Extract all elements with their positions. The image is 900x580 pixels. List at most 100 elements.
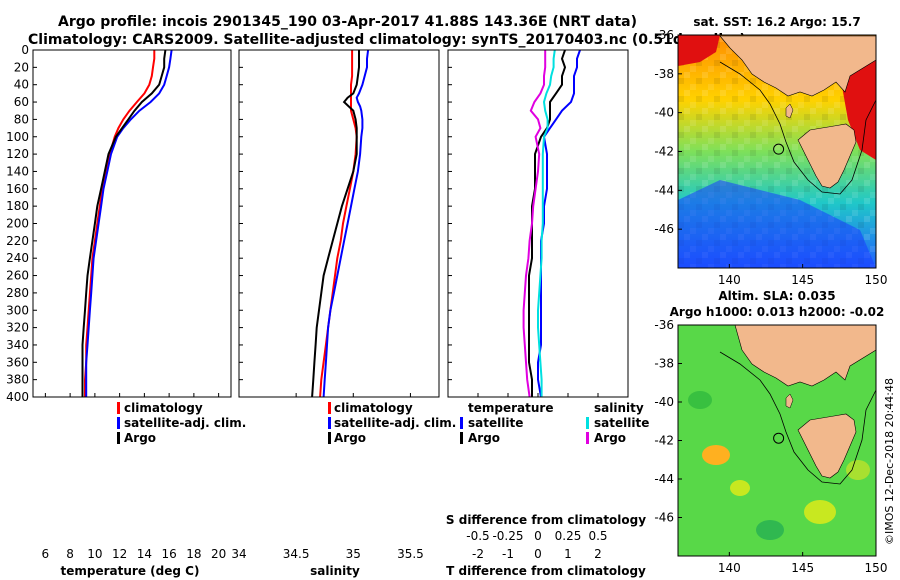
depth-tick-label: 40 — [14, 78, 29, 92]
lon-tick-label: 145 — [791, 273, 814, 287]
legend-label-argo: Argo — [124, 431, 156, 445]
salinity-tick-label: 35 — [346, 547, 361, 561]
sst-depth-contour — [719, 61, 876, 195]
s-difference-axis: -0.5 -0.25 0 0.25 0.5 — [466, 529, 607, 543]
t-difference-tick-label: -2 — [472, 547, 484, 561]
depth-tick-label: 340 — [6, 338, 29, 352]
depth-tick-label: 320 — [6, 321, 29, 335]
lon-tick-label: 140 — [718, 273, 741, 287]
s-difference-tick-label: 0 — [534, 529, 542, 543]
lat-tick-label: -38 — [654, 357, 674, 371]
temperature-tick-label: 20 — [211, 547, 226, 561]
depth-tick-label: 240 — [6, 251, 29, 265]
temperature-legend: climatology satellite-adj. clim. Argo — [117, 401, 246, 445]
lat-tick-label: -36 — [654, 318, 674, 332]
series-line-climatology — [319, 50, 358, 397]
depth-tick-label: 200 — [6, 217, 29, 231]
difference-x-axis: -2 -1 0 1 2 — [472, 393, 602, 561]
depth-tick-label: 220 — [6, 234, 29, 248]
sla-anomaly-mid — [730, 480, 750, 496]
series-line-argo — [81, 50, 167, 397]
lat-tick-label: -42 — [654, 434, 674, 448]
sst-cold-patch-south — [678, 180, 876, 268]
temperature-tick-label: 6 — [42, 547, 50, 561]
lat-tick-label: -46 — [654, 222, 674, 236]
sla-map-subtitle: Argo h1000: 0.013 h2000: -0.02 — [670, 305, 885, 319]
sst-warm-patch-west — [678, 35, 720, 66]
imos-credit: ©IMOS 12-Dec-2018 20:44:48 — [883, 378, 896, 545]
argo-float-marker — [773, 432, 785, 444]
figure-title-line2: Climatology: CARS2009. Satellite-adjuste… — [28, 32, 746, 48]
lat-tick-label: -42 — [654, 145, 674, 159]
salinity-legend: climatology satellite-adj. clim. Argo — [328, 401, 456, 445]
salinity-tick-label: 35.5 — [397, 547, 424, 561]
lon-tick-label: 140 — [718, 561, 741, 575]
lat-tick-label: -44 — [654, 183, 674, 197]
depth-tick-label: 80 — [14, 112, 29, 126]
temperature-tick-label: 8 — [66, 547, 74, 561]
series-line-s-satellite — [537, 50, 556, 397]
sla-map-axes: 140 145 150 -36 -38 -40 -42 -44 -46 — [654, 318, 887, 575]
sla-anomaly-high — [702, 445, 730, 465]
legend-swatch-climatology — [328, 402, 331, 414]
lat-tick-label: -44 — [654, 472, 674, 486]
series-line-satellite-adj-clim- — [85, 50, 173, 397]
legend-swatch-satellite-adj — [328, 417, 331, 429]
sla-anomaly-low — [756, 520, 784, 540]
legend-label-t-argo: Argo — [468, 431, 500, 445]
legend-label-climatology: climatology — [334, 401, 413, 415]
depth-tick-label: 400 — [6, 390, 29, 404]
sst-map-title: sat. SST: 16.2 Argo: 15.7 — [693, 15, 860, 29]
sst-warm-patch-east — [840, 60, 876, 160]
sla-map: Altim. SLA: 0.035 Argo h1000: 0.013 h200… — [654, 289, 887, 575]
temperature-tick-label: 18 — [186, 547, 201, 561]
depth-tick-label: 140 — [6, 164, 29, 178]
tasmania — [797, 413, 857, 479]
lon-tick-label: 145 — [791, 561, 814, 575]
depth-tick-label: 100 — [6, 130, 29, 144]
salinity-panel: 34 34.5 35 35.5 salinity climatology satell… — [231, 49, 456, 578]
temperature-x-axis: 6 8 10 12 14 16 18 20 — [42, 393, 226, 561]
series-line-satellite-adj-clim- — [322, 50, 370, 397]
sla-anomaly-low — [688, 391, 712, 409]
depth-tick-label: 180 — [6, 199, 29, 213]
salinity-tick-label: 34.5 — [283, 547, 310, 561]
t-difference-tick-label: 0 — [534, 547, 542, 561]
lat-tick-label: -40 — [654, 395, 674, 409]
salinity-x-axis: 34 34.5 35 35.5 — [231, 393, 424, 561]
legend-label-t-satellite: satellite — [468, 416, 523, 430]
sst-map-axes: 140 145 150 -36 -38 -40 -42 -44 -46 — [654, 28, 887, 287]
legend-label-s-argo: Argo — [594, 431, 626, 445]
s-difference-tick-label: -0.25 — [492, 529, 523, 543]
lon-tick-label: 150 — [865, 561, 888, 575]
depth-tick-label: 120 — [6, 147, 29, 161]
series-line-t-satellite — [537, 50, 581, 397]
salinity-series — [311, 50, 370, 397]
legend-swatch-t-satellite — [460, 417, 463, 429]
sla-map-title: Altim. SLA: 0.035 — [718, 289, 835, 303]
legend-swatch-s-argo — [586, 432, 589, 444]
king-island — [785, 103, 794, 119]
t-difference-tick-label: 1 — [564, 547, 572, 561]
t-difference-tick-label: -1 — [502, 547, 514, 561]
lon-tick-label: 150 — [865, 273, 888, 287]
legend-swatch-climatology — [117, 402, 120, 414]
depth-axis: 0 20 40 60 80 100 120 140 160 180 200 220 240 260 280 3… — [6, 43, 452, 404]
legend-title-temperature: temperature — [468, 401, 553, 415]
lat-tick-label: -46 — [654, 511, 674, 525]
temperature-tick-label: 10 — [87, 547, 102, 561]
sla-anomaly-mid — [846, 460, 870, 480]
s-difference-tick-label: -0.5 — [466, 529, 489, 543]
temperature-axes-frame — [32, 49, 232, 398]
temperature-xlabel: temperature (deg C) — [61, 564, 200, 578]
temperature-panel: 0 20 40 60 80 100 120 140 160 180 200 220 240 260 280 3… — [6, 43, 452, 578]
legend-swatch-satellite-adj — [117, 417, 120, 429]
mainland-australia — [734, 325, 876, 387]
legend-title-salinity: salinity — [594, 401, 644, 415]
depth-tick-label: 0 — [21, 43, 29, 57]
lat-tick-label: -38 — [654, 67, 674, 81]
s-difference-tick-label: 0.5 — [588, 529, 607, 543]
series-line-t-argo — [528, 50, 567, 397]
legend-swatch-t-argo — [460, 432, 463, 444]
lat-tick-label: -40 — [654, 106, 674, 120]
